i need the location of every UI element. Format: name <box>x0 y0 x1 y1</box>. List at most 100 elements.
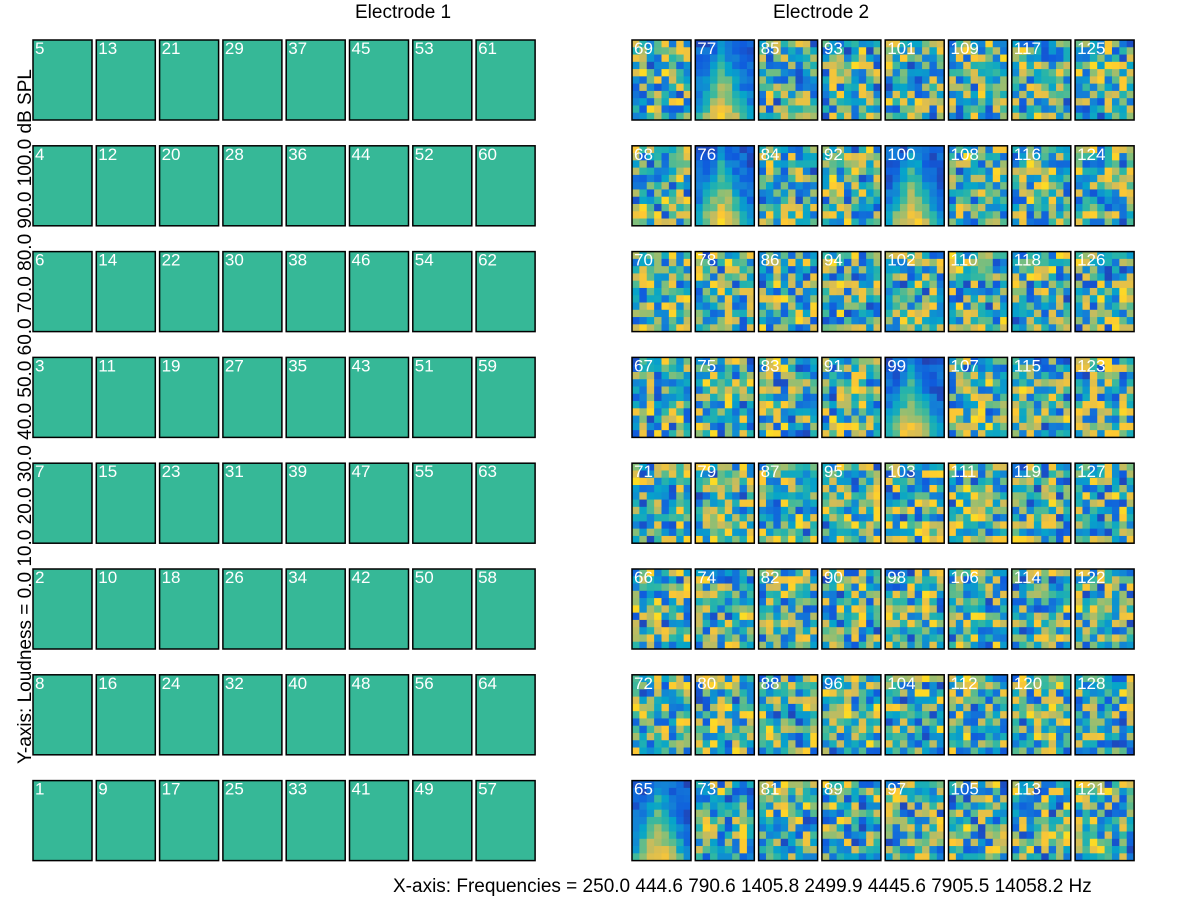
heatmap-cell <box>914 598 923 606</box>
heatmap-cell <box>992 54 1001 63</box>
heatmap-cell <box>702 506 711 515</box>
heatmap-cell <box>858 98 867 106</box>
heatmap-cell <box>710 521 718 530</box>
heatmap-cell <box>922 612 930 621</box>
heatmap-cell <box>773 182 782 190</box>
subplot-frame <box>947 39 1009 121</box>
heatmap-cell <box>858 521 867 530</box>
heatmap-cell <box>948 251 957 260</box>
heatmap-cell <box>955 211 964 219</box>
heatmap-cell <box>1075 612 1083 621</box>
heatmap-cell <box>858 740 867 748</box>
heatmap-cell <box>802 379 811 387</box>
heatmap-cell <box>646 528 655 537</box>
heatmap-cell <box>1063 302 1072 311</box>
heatmap-cell <box>892 470 901 479</box>
heatmap-cell <box>1126 422 1135 431</box>
subplot-background <box>33 780 92 861</box>
heatmap-cell <box>978 105 986 114</box>
channel-subplot-47: 47 <box>348 462 410 544</box>
heatmap-cell <box>821 747 830 756</box>
heatmap-cell <box>970 605 979 614</box>
channel-number-label: 18 <box>162 568 181 587</box>
heatmap-cell <box>1082 76 1091 85</box>
heatmap-cell <box>836 371 845 380</box>
heatmap-cell <box>858 258 867 267</box>
heatmap-cell <box>710 569 718 577</box>
heatmap-cell <box>717 682 726 690</box>
heatmap-cell <box>851 54 860 63</box>
heatmap-cell <box>773 576 782 584</box>
subplot-background <box>159 674 219 755</box>
heatmap-cell <box>899 386 908 395</box>
heatmap-cell <box>873 619 882 628</box>
heatmap-cell <box>780 203 789 212</box>
heatmap-cell <box>1048 167 1057 176</box>
heatmap-cell <box>1000 189 1008 198</box>
heatmap-cell <box>978 379 986 387</box>
heatmap-cell <box>746 211 755 219</box>
heatmap-cell <box>702 273 711 282</box>
heatmap-cell <box>985 379 994 387</box>
heatmap-cell <box>1089 506 1098 515</box>
heatmap-cell <box>1104 576 1113 584</box>
heatmap-cell <box>885 634 893 643</box>
heatmap-cell <box>978 415 986 424</box>
heatmap-cell <box>1075 521 1083 530</box>
heatmap-cell <box>717 324 726 332</box>
heatmap-cell <box>710 203 718 212</box>
heatmap-cell <box>929 521 938 530</box>
heatmap-cell <box>858 485 867 493</box>
heatmap-cell <box>746 477 755 486</box>
heatmap-cell <box>1056 47 1064 55</box>
heatmap-cell <box>654 211 662 219</box>
heatmap-cell <box>1000 364 1008 373</box>
heatmap-cell <box>1026 196 1035 205</box>
heatmap-cell <box>899 583 908 592</box>
heatmap-cell <box>646 499 655 508</box>
heatmap-cell <box>1033 583 1042 592</box>
heatmap-cell <box>788 287 796 296</box>
heatmap-cell <box>821 160 830 169</box>
heatmap-cell <box>978 393 986 402</box>
heatmap-cell <box>646 189 655 198</box>
heatmap-cell <box>1089 430 1098 438</box>
heatmap-cell <box>821 641 830 650</box>
heatmap-cell <box>1097 324 1105 332</box>
heatmap-cell <box>948 422 957 431</box>
heatmap-cell <box>717 492 726 500</box>
heatmap-cell <box>844 535 852 544</box>
subplot-frame <box>631 462 692 544</box>
heatmap-cell <box>683 112 692 121</box>
channel-subplot-45: 45 <box>348 39 410 121</box>
heatmap-cell <box>1056 273 1064 282</box>
subplot-background <box>222 251 282 332</box>
heatmap-cell <box>929 203 938 212</box>
heatmap-cell <box>885 506 893 515</box>
heatmap-cell <box>829 463 838 471</box>
heatmap-cell <box>632 696 640 705</box>
heatmap-cell <box>1056 182 1064 190</box>
heatmap-cell <box>1041 499 1050 508</box>
heatmap-cell <box>821 590 830 599</box>
heatmap-cell <box>821 167 830 176</box>
heatmap-cell <box>1026 641 1035 650</box>
heatmap-cell <box>702 90 711 99</box>
heatmap-cell <box>1000 627 1008 635</box>
heatmap-cell <box>1075 309 1083 318</box>
heatmap-cell <box>899 430 908 438</box>
heatmap-cell <box>1089 470 1098 479</box>
heatmap-cell <box>739 521 748 530</box>
heatmap-cell <box>732 401 740 409</box>
heatmap-cell <box>963 145 972 154</box>
heatmap-cell <box>1082 627 1091 635</box>
heatmap-cell <box>963 463 972 471</box>
heatmap-cell <box>710 605 718 614</box>
heatmap-cell <box>885 189 893 198</box>
heatmap-cell <box>676 83 685 92</box>
heatmap-cell <box>851 492 860 500</box>
heatmap-cell <box>1000 569 1008 577</box>
heatmap-cell <box>1026 211 1035 219</box>
heatmap-cell <box>978 357 986 366</box>
heatmap-cell <box>821 718 830 727</box>
